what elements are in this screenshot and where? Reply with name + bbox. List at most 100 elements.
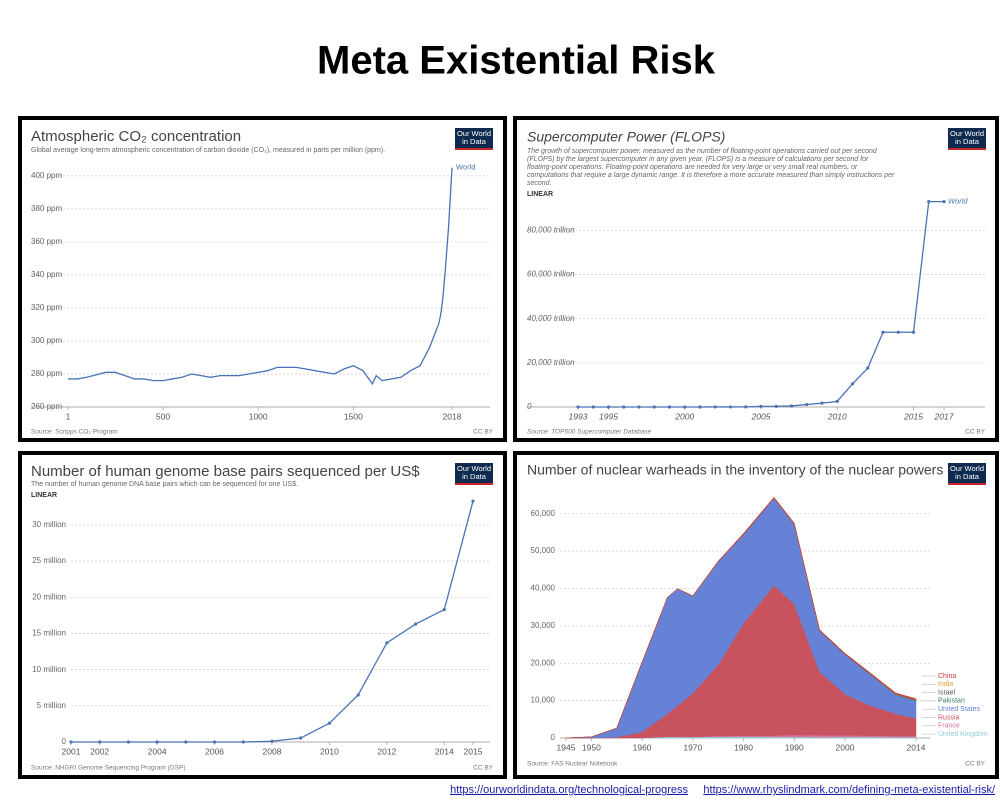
y-tick-label: 300 ppm bbox=[31, 336, 62, 345]
x-tick-label: 2000 bbox=[674, 411, 694, 421]
marker bbox=[69, 740, 73, 744]
y-tick-label: 15 million bbox=[32, 629, 66, 638]
x-tick-label: 2014 bbox=[435, 746, 454, 756]
y-tick-label: 20,000 trillion bbox=[526, 358, 575, 367]
logo-box bbox=[455, 463, 493, 485]
marker bbox=[866, 366, 870, 370]
marker bbox=[744, 405, 748, 409]
y-tick-label: 10,000 bbox=[531, 696, 556, 705]
slide-title: Meta Existential Risk bbox=[317, 39, 716, 83]
y-tick-label: 60,000 trillion bbox=[527, 270, 575, 279]
marker bbox=[471, 499, 475, 503]
x-tick-label: 1000 bbox=[249, 411, 268, 421]
x-tick-label: 2001 bbox=[62, 746, 81, 756]
marker bbox=[637, 405, 641, 409]
panel-frame bbox=[18, 451, 507, 779]
x-tick-label: 2010 bbox=[827, 411, 847, 421]
chart-subtitle: floating-point operations. Floating-poin… bbox=[527, 164, 858, 171]
y-tick-label: 80,000 trillion bbox=[527, 225, 575, 234]
legend-label: India bbox=[938, 681, 953, 688]
license: CC BY bbox=[473, 765, 494, 772]
license: CC BY bbox=[965, 429, 986, 436]
y-tick-label: 50,000 bbox=[531, 546, 556, 555]
logo-text: Our World bbox=[950, 464, 984, 473]
marker bbox=[835, 399, 839, 403]
marker bbox=[881, 330, 885, 334]
marker bbox=[576, 405, 580, 409]
x-tick-label: 1970 bbox=[683, 742, 702, 752]
chart-title: Number of human genome base pairs sequen… bbox=[31, 463, 420, 480]
chart-subtitle: (FLOPS) by the largest supercomputer in … bbox=[527, 156, 869, 163]
marker bbox=[442, 607, 446, 612]
legend-label: Russia bbox=[938, 714, 960, 721]
chart-title: Number of nuclear warheads in the invent… bbox=[527, 462, 943, 478]
x-tick-label: 2002 bbox=[90, 746, 109, 756]
logo-box bbox=[948, 128, 986, 150]
marker bbox=[413, 622, 418, 626]
logo-text: in Data bbox=[462, 472, 487, 481]
marker bbox=[212, 740, 217, 744]
legend-label: United States bbox=[938, 706, 981, 713]
legend-label: Pakistan bbox=[938, 698, 965, 705]
area bbox=[565, 496, 917, 739]
x-tick-label: 2005 bbox=[751, 411, 771, 421]
x-tick-label: 1 bbox=[66, 411, 71, 421]
logo-box bbox=[948, 463, 986, 485]
marker bbox=[820, 401, 824, 405]
y-tick-label: 340 ppm bbox=[31, 270, 62, 279]
source: Source: NHGRI Genome Sequencing Program … bbox=[31, 765, 186, 772]
marker bbox=[683, 405, 687, 409]
y-tick-label: 20,000 bbox=[531, 658, 556, 667]
y-tick-label: 40,000 bbox=[531, 584, 556, 593]
link[interactable]: https://ourworldindata.org/technological… bbox=[450, 784, 688, 796]
license: CC BY bbox=[473, 429, 494, 436]
x-tick-label: 1945 bbox=[557, 742, 576, 752]
legend-label: China bbox=[938, 673, 956, 680]
chart-panel: Number of nuclear warheads in the invent… bbox=[513, 451, 999, 779]
link-text[interactable]: https://ourworldindata.org/technological… bbox=[450, 784, 688, 796]
y-tick-label: 30,000 bbox=[531, 621, 556, 630]
marker bbox=[728, 405, 733, 409]
chart-title: Atmospheric CO₂ concentration bbox=[31, 128, 241, 145]
marker bbox=[713, 405, 717, 409]
marker bbox=[299, 736, 303, 740]
marker bbox=[911, 330, 916, 334]
marker bbox=[759, 404, 763, 408]
line bbox=[68, 167, 453, 386]
marker bbox=[622, 405, 626, 409]
x-tick-label: 2012 bbox=[377, 746, 396, 756]
logo-stripe bbox=[455, 148, 493, 150]
y-tick-label: 5 million bbox=[37, 701, 66, 710]
x-tick-label: 2010 bbox=[320, 746, 339, 756]
logo-text: in Data bbox=[462, 137, 487, 146]
logo-text: in Data bbox=[955, 472, 980, 481]
legend-label: Israel bbox=[938, 689, 956, 696]
chart-subtitle: The number of human genome DNA base pair… bbox=[31, 481, 298, 488]
scale-label: LINEAR bbox=[31, 492, 57, 499]
source: Source: FAS Nuclear Notebook bbox=[527, 761, 618, 768]
x-tick-label: 1995 bbox=[599, 411, 618, 421]
x-tick-label: 1990 bbox=[785, 742, 804, 752]
x-tick-label: 1960 bbox=[633, 742, 652, 752]
x-tick-label: 2014 bbox=[907, 742, 926, 752]
marker bbox=[126, 740, 131, 744]
scale-label: LINEAR bbox=[527, 191, 553, 198]
marker bbox=[356, 693, 360, 697]
x-tick-label: 1500 bbox=[344, 411, 363, 421]
marker bbox=[241, 740, 245, 744]
chart-subtitle: Global average long-term atmospheric con… bbox=[31, 147, 385, 154]
chart-panel: Atmospheric CO₂ concentration Global aver… bbox=[18, 116, 507, 442]
legend-label: France bbox=[938, 723, 960, 730]
marker bbox=[606, 405, 611, 409]
chart-subtitle: The growth of supercomputer power, measu… bbox=[527, 148, 878, 155]
marker bbox=[774, 404, 778, 408]
marker bbox=[184, 740, 188, 744]
y-tick-label: 320 ppm bbox=[31, 303, 62, 312]
y-tick-label: 25 million bbox=[32, 556, 66, 565]
marker bbox=[789, 404, 794, 408]
y-tick-label: 20 million bbox=[32, 592, 66, 601]
link-text[interactable]: https://www.rhyslindmark.com/defining-me… bbox=[703, 784, 996, 796]
link[interactable]: https://www.rhyslindmark.com/defining-me… bbox=[703, 784, 996, 796]
